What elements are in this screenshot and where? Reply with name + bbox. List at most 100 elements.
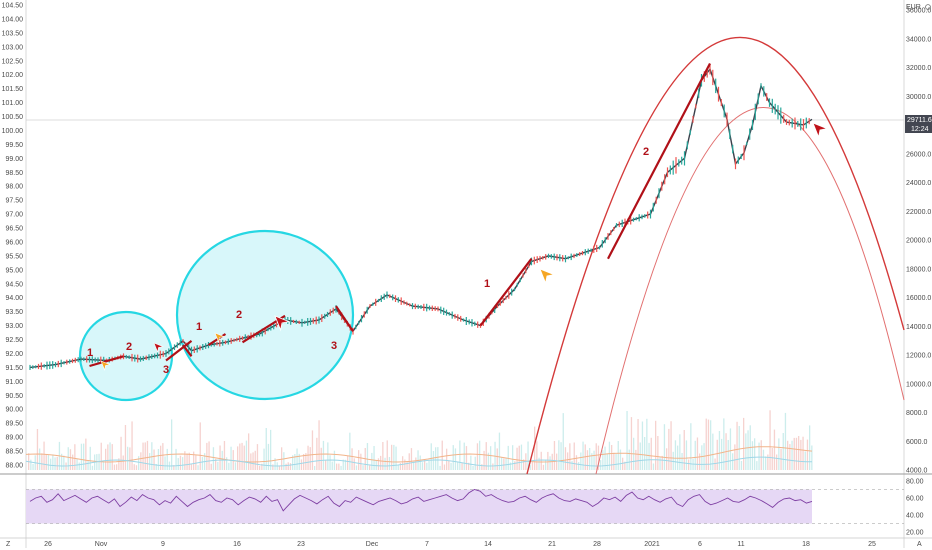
- volume-bar: [109, 442, 111, 470]
- volume-bar: [426, 462, 428, 470]
- volume-bar: [263, 448, 265, 470]
- volume-bar: [556, 453, 558, 470]
- orange-arrow-marker: [539, 268, 556, 285]
- volume-bar: [184, 451, 186, 470]
- right-tick-label: 22000.0: [906, 209, 931, 216]
- volume-bar: [270, 429, 272, 470]
- time-tick-label: 28: [593, 541, 601, 548]
- volume-bar: [254, 450, 256, 470]
- volume-bar: [461, 462, 463, 470]
- volume-bar: [182, 457, 184, 470]
- volume-bar: [45, 454, 47, 470]
- volume-bar: [327, 442, 329, 470]
- left-tick-label: 99.00: [5, 156, 23, 163]
- volume-bar: [641, 421, 644, 470]
- volume-bar: [360, 453, 362, 470]
- wave-marks: 1 2 3 1 2 3 1 2: [87, 62, 829, 376]
- volume-bar: [116, 464, 118, 470]
- left-tick-label: 93.50: [5, 309, 23, 316]
- volume-bar: [307, 445, 309, 470]
- time-tick-label: 11: [737, 541, 744, 548]
- volume-bar: [606, 453, 608, 470]
- volume-bar: [155, 464, 157, 470]
- volume-bar: [223, 441, 226, 470]
- volume-bar: [595, 443, 597, 470]
- volume-bar: [529, 465, 531, 470]
- time-tick-label: 7: [425, 541, 429, 548]
- volume-bar: [648, 442, 650, 470]
- volume-bar: [186, 453, 188, 470]
- volume-bar: [245, 440, 248, 470]
- volume-bar: [50, 458, 52, 470]
- volume-bar: [265, 428, 267, 470]
- time-tick-label: 2021: [644, 541, 660, 548]
- volume-bar: [39, 448, 41, 470]
- volume-bar: [107, 444, 109, 470]
- volume-bar: [443, 464, 446, 470]
- volume-bar: [243, 445, 245, 470]
- volume-bar: [679, 434, 681, 470]
- volume-bar: [650, 437, 652, 470]
- volume-bar: [696, 437, 699, 470]
- volume-bar: [611, 445, 613, 470]
- left-tick-label: 88.00: [5, 463, 23, 470]
- volume-bar: [787, 440, 789, 470]
- left-tick-label: 101.00: [2, 100, 24, 107]
- volume-bar: [362, 465, 364, 470]
- volume-bar: [329, 455, 331, 470]
- volume-bar: [712, 433, 714, 470]
- time-tick-label: 18: [802, 541, 810, 548]
- right-tick-label: 34000.0: [906, 36, 931, 43]
- volume-bar: [402, 456, 404, 470]
- wave-label-second-circle-3: 3: [331, 340, 337, 352]
- volume-bars: [25, 410, 813, 470]
- volume-bar: [604, 446, 606, 470]
- left-tick-label: 98.50: [5, 170, 23, 177]
- wave-label-second-circle-2: 2: [236, 309, 242, 321]
- volume-bar: [617, 441, 619, 470]
- volume-bar: [298, 453, 300, 470]
- volume-bar: [738, 426, 740, 470]
- volume-bar: [201, 457, 204, 470]
- volume-bar: [421, 462, 424, 470]
- left-tick-label: 95.00: [5, 267, 23, 274]
- volume-bar: [428, 461, 430, 470]
- volume-ma-orange: [25, 446, 813, 463]
- volume-bar: [569, 443, 571, 470]
- volume-bar: [83, 443, 85, 470]
- volume-bar: [626, 411, 628, 470]
- red-arrow-marker-shape: [812, 122, 829, 139]
- volume-bar: [608, 441, 611, 470]
- volume-bar: [197, 465, 199, 470]
- left-tick-label: 97.50: [5, 198, 23, 205]
- volume-bar: [481, 464, 483, 470]
- volume-bar: [234, 462, 237, 470]
- volume-bar: [476, 443, 479, 470]
- volume-bar: [72, 454, 74, 470]
- volume-bar: [740, 461, 743, 470]
- price-label: 29711.6: [907, 117, 932, 124]
- volume-bar: [771, 448, 773, 470]
- time-tick-label: 23: [297, 541, 305, 548]
- volume-bar: [193, 451, 195, 470]
- volume-bar: [688, 459, 690, 470]
- volume-bar: [553, 441, 556, 470]
- volume-bar: [496, 448, 498, 470]
- volume-bar: [399, 463, 402, 470]
- volume-bar: [806, 439, 809, 470]
- volume-bar: [322, 440, 325, 470]
- volume-bar: [760, 440, 762, 470]
- volume-bar: [105, 448, 107, 470]
- volume-bar: [767, 454, 769, 470]
- left-tick-label: 89.00: [5, 435, 23, 442]
- volume-bar: [382, 442, 384, 470]
- right-tick-label: 30000.0: [906, 94, 931, 101]
- volume-bar: [545, 459, 547, 470]
- volume-bar: [241, 442, 243, 470]
- volume-bar: [358, 450, 360, 470]
- wave-trend-line: [607, 62, 711, 260]
- volume-bar: [578, 462, 580, 470]
- wave-trend-line: [335, 305, 354, 332]
- volume-bar: [776, 454, 778, 470]
